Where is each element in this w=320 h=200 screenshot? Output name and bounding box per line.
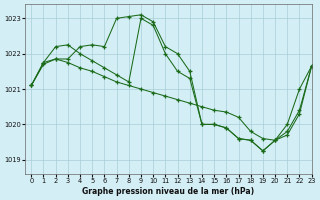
X-axis label: Graphe pression niveau de la mer (hPa): Graphe pression niveau de la mer (hPa)	[82, 187, 254, 196]
